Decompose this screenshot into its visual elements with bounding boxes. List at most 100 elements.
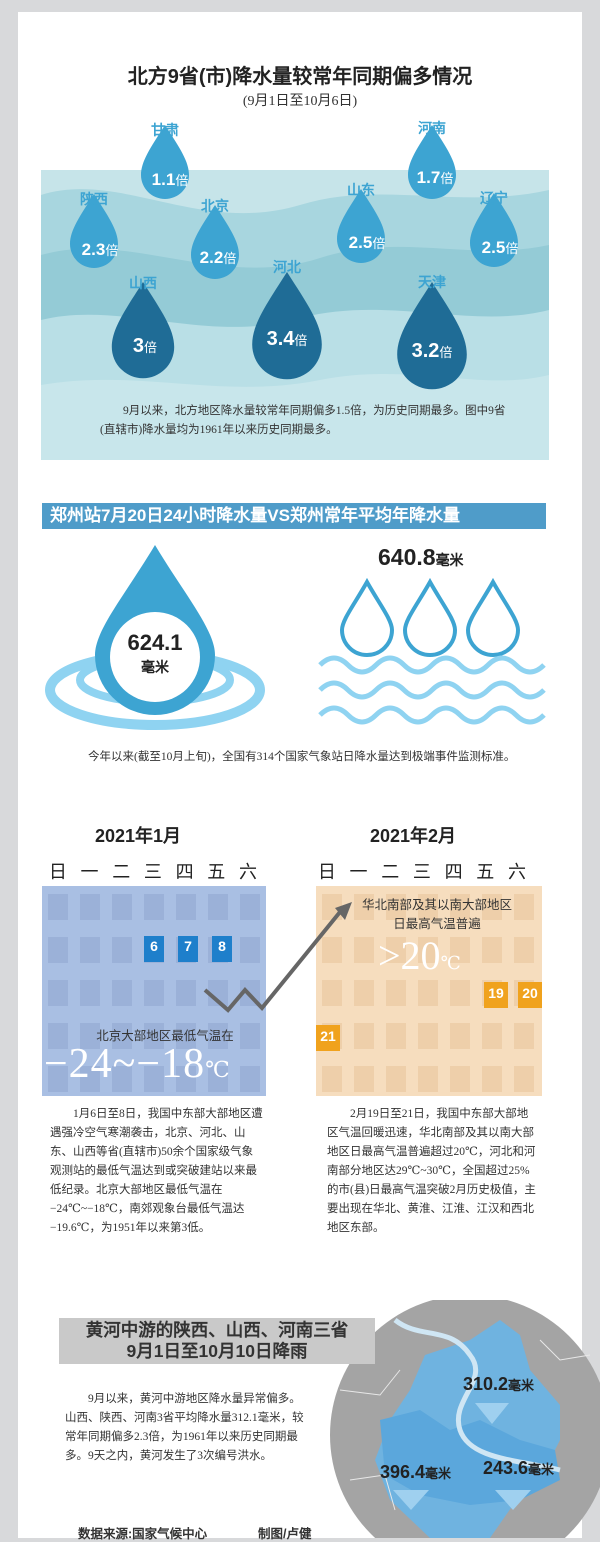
calendar-cell bbox=[144, 980, 164, 1006]
feb-day-label: 20 bbox=[522, 985, 538, 1001]
jan-caption: 北京大部地区最低气温在 bbox=[96, 1029, 234, 1043]
calendar-cell bbox=[386, 937, 406, 963]
jan-weekdays: 日一二三四五六 bbox=[42, 858, 264, 884]
calendar-cell bbox=[144, 894, 164, 920]
feb-caption: 华北南部及其以南大部地区日最高气温普遍 bbox=[362, 898, 513, 931]
calendar-cell bbox=[80, 1066, 100, 1092]
calendar-cell bbox=[322, 1066, 342, 1092]
province-drops bbox=[70, 125, 518, 390]
calendar-cell bbox=[354, 1066, 374, 1092]
section1-subtitle: (9月1日至10月6日) bbox=[242, 94, 358, 109]
feb-day-20 bbox=[518, 982, 542, 1008]
calendar-cell bbox=[482, 1023, 502, 1049]
jan-day-6 bbox=[144, 936, 164, 962]
calendar-cell bbox=[112, 937, 132, 963]
calendar-cell bbox=[48, 937, 68, 963]
province-label: 辽宁 bbox=[480, 190, 508, 206]
province-value: 3.2倍 bbox=[411, 340, 453, 362]
calendar-cell bbox=[354, 1023, 374, 1049]
province-value: 2.2倍 bbox=[199, 248, 237, 267]
weekday: 五 bbox=[207, 862, 226, 882]
zhengzhou-annual-block: 640.8毫米 bbox=[378, 544, 464, 571]
calendar-cell bbox=[240, 1066, 260, 1092]
rain-value-2: 396.4毫米 bbox=[380, 1462, 451, 1483]
calendar-cell bbox=[176, 980, 196, 1006]
calendar-cell bbox=[112, 980, 132, 1006]
calendar-cell bbox=[418, 894, 438, 920]
calendar-cell bbox=[176, 1023, 196, 1049]
calendar-cell bbox=[144, 1066, 164, 1092]
jan-day-label: 7 bbox=[184, 938, 192, 954]
feb-day-21 bbox=[316, 1025, 340, 1051]
calendar-cell bbox=[322, 937, 342, 963]
province-label: 山西 bbox=[129, 275, 157, 291]
rain-value-3: 243.6毫米 bbox=[483, 1458, 554, 1479]
calendar-cell bbox=[514, 894, 534, 920]
calendar-cell bbox=[482, 1066, 502, 1092]
rain-value-1: 310.2毫米 bbox=[463, 1374, 534, 1395]
rain-unit: 毫米 bbox=[425, 1466, 452, 1481]
rain-unit: 毫米 bbox=[528, 1462, 555, 1477]
calendar-cell bbox=[240, 937, 260, 963]
province-label: 河南 bbox=[418, 120, 446, 136]
zhengzhou-annual-value: 640.8 bbox=[378, 544, 436, 570]
province-label: 天津 bbox=[418, 274, 446, 290]
jan-day-7 bbox=[178, 936, 198, 962]
jan-day-8 bbox=[212, 936, 232, 962]
feb-temp-unit: ℃ bbox=[440, 953, 461, 973]
calendar-cell bbox=[112, 1066, 132, 1092]
jan-day-label: 8 bbox=[218, 938, 226, 954]
zhengzhou-banner: 郑州站7月20日24小时降水量VS郑州常年平均年降水量 bbox=[42, 503, 546, 529]
weekday: 五 bbox=[476, 862, 495, 882]
province-label: 北京 bbox=[201, 198, 229, 214]
rain-unit: 毫米 bbox=[508, 1378, 535, 1393]
weekday: 三 bbox=[143, 862, 162, 882]
jan-temp-value: −24~−18 bbox=[44, 1041, 206, 1087]
calendar-cell bbox=[354, 937, 374, 963]
feb-day-label: 19 bbox=[488, 985, 504, 1001]
calendar-cell bbox=[240, 894, 260, 920]
yellow-river-map bbox=[330, 1300, 600, 1538]
calendar-cell bbox=[208, 894, 228, 920]
calendar-cell bbox=[482, 937, 502, 963]
feb-temp-value: >20 bbox=[378, 933, 441, 978]
calendars-graphic bbox=[42, 886, 542, 1096]
weekday: 日 bbox=[317, 862, 336, 882]
feb-weekdays: 日一二三四五六 bbox=[311, 858, 533, 884]
province-label: 甘肃 bbox=[151, 122, 179, 138]
section2-note: 今年以来(截至10月上旬)，全国有314个国家气象站日降水量达到极端事件监测标准… bbox=[88, 751, 516, 763]
calendar-cell bbox=[418, 980, 438, 1006]
jan-day-label: 6 bbox=[150, 938, 158, 954]
calendar-cell bbox=[80, 894, 100, 920]
calendar-cell bbox=[482, 894, 502, 920]
section4-title: 黄河中游的陕西、山西、河南三省9月1日至10月10日降雨 bbox=[85, 1320, 349, 1361]
calendar-cell bbox=[48, 894, 68, 920]
drop-hebei bbox=[252, 272, 322, 380]
feb-day-label: 21 bbox=[320, 1028, 336, 1044]
zhengzhou-annual-unit: 毫米 bbox=[435, 552, 464, 568]
calendar-cell bbox=[386, 1023, 406, 1049]
calendar-cell bbox=[418, 1066, 438, 1092]
calendar-cell bbox=[450, 1066, 470, 1092]
calendar-cell bbox=[386, 980, 406, 1006]
calendar-cell bbox=[322, 980, 342, 1006]
calendar-cell bbox=[112, 894, 132, 920]
calendar-cell bbox=[176, 1066, 196, 1092]
province-value: 1.1倍 bbox=[151, 170, 189, 189]
credit: 制图/卢健 bbox=[258, 1527, 312, 1541]
calendar-cell bbox=[450, 1023, 470, 1049]
section1-note: 9月以来，北方地区降水量较常年同期偏多1.5倍，为历史同期最多。图中9省(直辖市… bbox=[100, 405, 506, 436]
rain-value: 243.6 bbox=[483, 1458, 529, 1478]
calendar-cell bbox=[450, 937, 470, 963]
weekday: 六 bbox=[507, 862, 526, 882]
weekday: 六 bbox=[238, 862, 257, 882]
calendar-cell bbox=[208, 1023, 228, 1049]
province-value: 2.5倍 bbox=[481, 238, 519, 257]
weekday: 四 bbox=[175, 862, 194, 882]
calendar-cell bbox=[48, 1023, 68, 1049]
jan-temp-unit: ℃ bbox=[205, 1057, 231, 1082]
calendar-cell bbox=[48, 1066, 68, 1092]
calendar-cell bbox=[514, 1023, 534, 1049]
province-value: 1.7倍 bbox=[416, 168, 454, 187]
calendar-cell bbox=[418, 937, 438, 963]
